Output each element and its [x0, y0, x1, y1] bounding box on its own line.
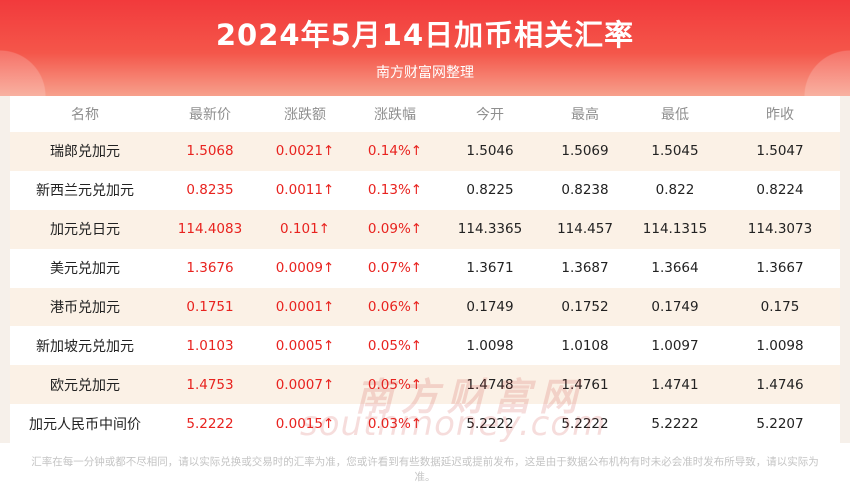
- cell-change: 0.0015↑: [260, 404, 350, 444]
- table-body: 瑞郎兑加元 1.5068 0.0021↑ 0.14%↑ 1.5046 1.5069 1.50…: [10, 132, 840, 444]
- cell-change-pct: 0.05%↑: [350, 326, 440, 366]
- cell-open: 1.4748: [440, 365, 540, 405]
- cell-high: 1.5069: [540, 132, 630, 171]
- rates-card: 名称 最新价 涨跌额 涨跌幅 今开 最高 最低 昨收 瑞郎兑加元 1.5068 0.…: [10, 96, 840, 444]
- cell-name: 欧元兑加元: [10, 365, 160, 405]
- footer: 汇率在每一分钟或都不尽相同，请以实际兑换或交易时的汇率为准，您或许看到有些数据延…: [0, 443, 850, 500]
- cell-change: 0.101↑: [260, 209, 350, 249]
- page-subtitle: 南方财富网整理: [376, 65, 474, 81]
- cell-high: 5.2222: [540, 404, 630, 444]
- cell-open: 1.0098: [440, 326, 540, 366]
- cell-name: 新加坡元兑加元: [10, 326, 160, 366]
- cell-latest: 114.4083: [160, 209, 260, 249]
- header-decoration-left: [0, 0, 90, 96]
- cell-latest: 1.0103: [160, 326, 260, 366]
- cell-latest: 5.2222: [160, 404, 260, 444]
- cell-open: 114.3365: [440, 209, 540, 249]
- cell-low: 114.1315: [630, 209, 720, 249]
- cell-low: 5.2222: [630, 404, 720, 444]
- cell-change-pct: 0.14%↑: [350, 132, 440, 171]
- table-row: 新西兰元兑加元 0.8235 0.0011↑ 0.13%↑ 0.8225 0.8238 0.…: [10, 170, 840, 210]
- cell-latest: 0.8235: [160, 170, 260, 210]
- column-header-low: 最低: [630, 96, 720, 132]
- cell-prev-close: 0.175: [720, 287, 840, 327]
- column-header-high: 最高: [540, 96, 630, 132]
- table-header-row: 名称 最新价 涨跌额 涨跌幅 今开 最高 最低 昨收: [10, 96, 840, 132]
- cell-low: 1.3664: [630, 248, 720, 288]
- cell-change: 0.0021↑: [260, 132, 350, 171]
- table-row: 港币兑加元 0.1751 0.0001↑ 0.06%↑ 0.1749 0.1752 0.17…: [10, 287, 840, 327]
- cell-open: 5.2222: [440, 404, 540, 444]
- cell-high: 1.0108: [540, 326, 630, 366]
- cell-low: 1.4741: [630, 365, 720, 405]
- cell-open: 1.3671: [440, 248, 540, 288]
- cell-change-pct: 0.03%↑: [350, 404, 440, 444]
- cell-change: 0.0009↑: [260, 248, 350, 288]
- cell-change: 0.0007↑: [260, 365, 350, 405]
- cell-high: 1.4761: [540, 365, 630, 405]
- cell-change: 0.0005↑: [260, 326, 350, 366]
- page-title: 2024年5月14日加币相关汇率: [215, 18, 635, 52]
- cell-high: 1.3687: [540, 248, 630, 288]
- table-row: 欧元兑加元 1.4753 0.0007↑ 0.05%↑ 1.4748 1.4761 1.47…: [10, 365, 840, 405]
- cell-prev-close: 114.3073: [720, 209, 840, 249]
- cell-open: 1.5046: [440, 132, 540, 171]
- cell-prev-close: 1.5047: [720, 132, 840, 171]
- column-header-change: 涨跌额: [260, 96, 350, 132]
- rates-table: 名称 最新价 涨跌额 涨跌幅 今开 最高 最低 昨收 瑞郎兑加元 1.5068 0.…: [10, 96, 840, 444]
- cell-name: 瑞郎兑加元: [10, 132, 160, 171]
- column-header-prev-close: 昨收: [720, 96, 840, 132]
- cell-latest: 1.4753: [160, 365, 260, 405]
- cell-prev-close: 1.0098: [720, 326, 840, 366]
- cell-low: 0.1749: [630, 287, 720, 327]
- cell-prev-close: 0.8224: [720, 170, 840, 210]
- column-header-name: 名称: [10, 96, 160, 132]
- cell-prev-close: 1.3667: [720, 248, 840, 288]
- cell-name: 美元兑加元: [10, 248, 160, 288]
- cell-name: 新西兰元兑加元: [10, 170, 160, 210]
- cell-prev-close: 1.4746: [720, 365, 840, 405]
- cell-low: 1.5045: [630, 132, 720, 171]
- cell-name: 港币兑加元: [10, 287, 160, 327]
- cell-change-pct: 0.06%↑: [350, 287, 440, 327]
- cell-high: 0.8238: [540, 170, 630, 210]
- cell-prev-close: 5.2207: [720, 404, 840, 444]
- cell-open: 0.8225: [440, 170, 540, 210]
- cell-low: 0.822: [630, 170, 720, 210]
- table-row: 美元兑加元 1.3676 0.0009↑ 0.07%↑ 1.3671 1.3687 1.36…: [10, 248, 840, 288]
- table-row: 加元兑日元 114.4083 0.101↑ 0.09%↑ 114.3365 114.457…: [10, 209, 840, 249]
- cell-name: 加元兑日元: [10, 209, 160, 249]
- table-row: 新加坡元兑加元 1.0103 0.0005↑ 0.05%↑ 1.0098 1.0108 1.…: [10, 326, 840, 366]
- column-header-change-pct: 涨跌幅: [350, 96, 440, 132]
- cell-change-pct: 0.09%↑: [350, 209, 440, 249]
- cell-change-pct: 0.05%↑: [350, 365, 440, 405]
- cell-change: 0.0011↑: [260, 170, 350, 210]
- cell-latest: 1.3676: [160, 248, 260, 288]
- cell-high: 114.457: [540, 209, 630, 249]
- cell-latest: 1.5068: [160, 132, 260, 171]
- cell-latest: 0.1751: [160, 287, 260, 327]
- footer-disclaimer: 汇率在每一分钟或都不尽相同，请以实际兑换或交易时的汇率为准，您或许看到有些数据延…: [31, 456, 819, 483]
- cell-change-pct: 0.07%↑: [350, 248, 440, 288]
- column-header-latest: 最新价: [160, 96, 260, 132]
- table-row: 加元人民币中间价 5.2222 0.0015↑ 0.03%↑ 5.2222 5.2222 5…: [10, 404, 840, 444]
- header-banner: 2024年5月14日加币相关汇率 南方财富网整理: [0, 0, 850, 96]
- table-row: 瑞郎兑加元 1.5068 0.0021↑ 0.14%↑ 1.5046 1.5069 1.50…: [10, 132, 840, 171]
- cell-high: 0.1752: [540, 287, 630, 327]
- cell-name: 加元人民币中间价: [10, 404, 160, 444]
- cell-change-pct: 0.13%↑: [350, 170, 440, 210]
- cell-change: 0.0001↑: [260, 287, 350, 327]
- cell-open: 0.1749: [440, 287, 540, 327]
- column-header-open: 今开: [440, 96, 540, 132]
- cell-low: 1.0097: [630, 326, 720, 366]
